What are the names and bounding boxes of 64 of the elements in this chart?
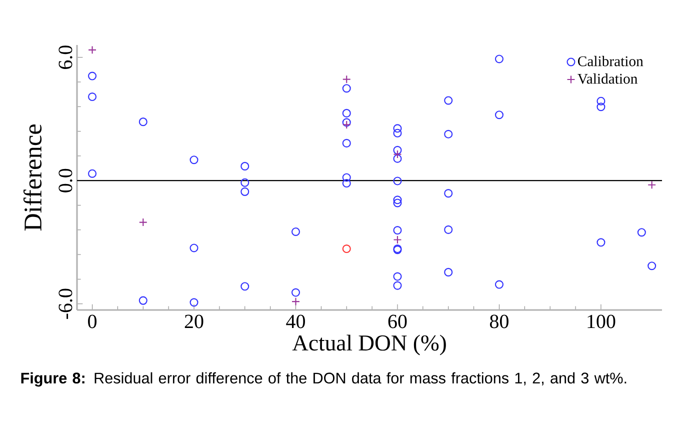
y-tick-label: -6.0 xyxy=(58,288,72,319)
point xyxy=(393,196,402,204)
point xyxy=(88,72,97,80)
point xyxy=(240,178,250,187)
x-tick-label: 0 xyxy=(88,314,97,328)
legend-label: Calibration xyxy=(578,56,644,66)
point xyxy=(393,281,402,290)
point xyxy=(342,108,351,118)
point xyxy=(494,54,504,64)
point xyxy=(393,150,402,159)
point xyxy=(291,227,300,236)
point xyxy=(393,128,402,138)
point xyxy=(648,262,656,270)
point xyxy=(596,238,606,247)
point xyxy=(393,226,402,235)
point xyxy=(596,96,606,106)
point xyxy=(138,118,148,126)
legend-label: Validation xyxy=(578,73,638,84)
x-axis-title: Actual DON (%) xyxy=(292,334,446,356)
point xyxy=(444,225,453,234)
x-tick-label: 100 xyxy=(588,314,616,328)
point xyxy=(637,228,646,237)
point xyxy=(648,180,656,190)
point xyxy=(88,92,97,102)
point xyxy=(393,146,402,154)
y-tick-label: 0.0 xyxy=(58,168,72,192)
point xyxy=(88,169,97,178)
point xyxy=(596,102,606,112)
point xyxy=(494,110,504,120)
point xyxy=(444,189,453,198)
point xyxy=(88,46,97,54)
point xyxy=(393,154,402,163)
point xyxy=(240,282,250,291)
point xyxy=(240,187,250,196)
x-tick-label: 80 xyxy=(490,314,508,328)
point xyxy=(444,268,453,276)
x-tick-label: 20 xyxy=(184,314,204,328)
point xyxy=(190,156,198,164)
point xyxy=(393,176,402,186)
point xyxy=(342,138,351,148)
text: Figure 8: Residual error difference of the DON data for mass fractions 1, 2, and 3 wt%. xyxy=(21,372,626,387)
point xyxy=(291,288,300,297)
point xyxy=(291,297,300,306)
x-tick-label: 60 xyxy=(388,314,407,328)
point xyxy=(342,178,351,188)
point xyxy=(342,173,351,182)
point xyxy=(342,244,351,254)
point xyxy=(393,124,402,133)
point xyxy=(342,84,351,93)
x-tick-label: 40 xyxy=(286,314,305,328)
y-tick-label: 6.0 xyxy=(58,46,72,69)
point xyxy=(190,298,198,307)
point xyxy=(444,96,453,105)
point xyxy=(494,280,504,289)
point xyxy=(342,75,351,84)
point xyxy=(393,272,402,281)
y-axis-title: Difference xyxy=(23,124,42,231)
point xyxy=(240,162,250,170)
point xyxy=(138,296,148,305)
point xyxy=(393,235,402,244)
point xyxy=(190,244,198,252)
point xyxy=(393,198,402,208)
point xyxy=(444,130,453,138)
point xyxy=(138,218,148,227)
